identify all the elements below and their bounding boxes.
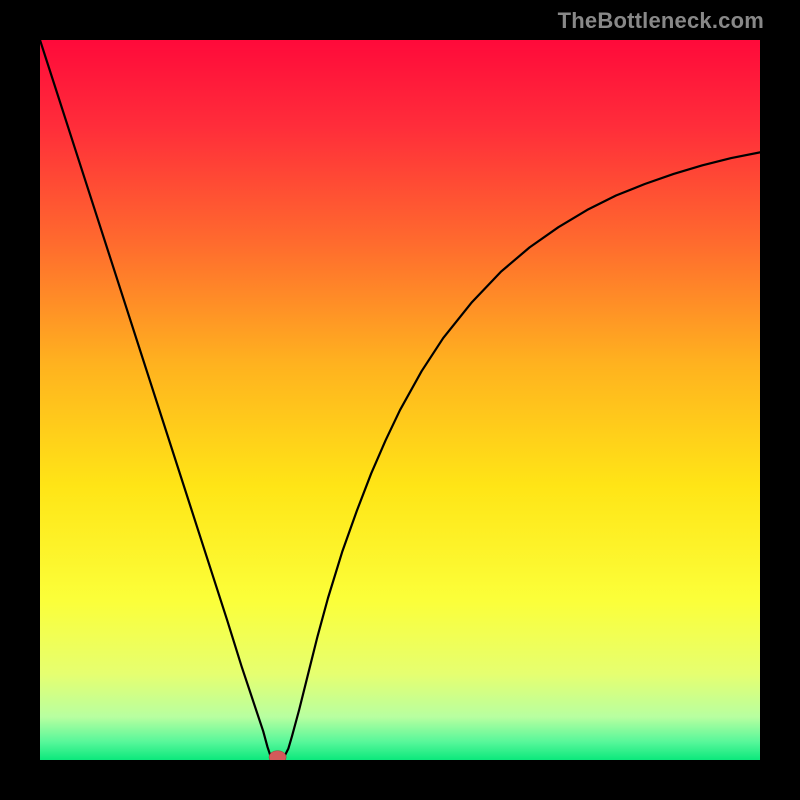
chart-svg (40, 40, 760, 760)
chart-frame: TheBottleneck.com (0, 0, 800, 800)
chart-background (40, 40, 760, 760)
plot-area (40, 40, 760, 760)
watermark-text: TheBottleneck.com (558, 8, 764, 34)
